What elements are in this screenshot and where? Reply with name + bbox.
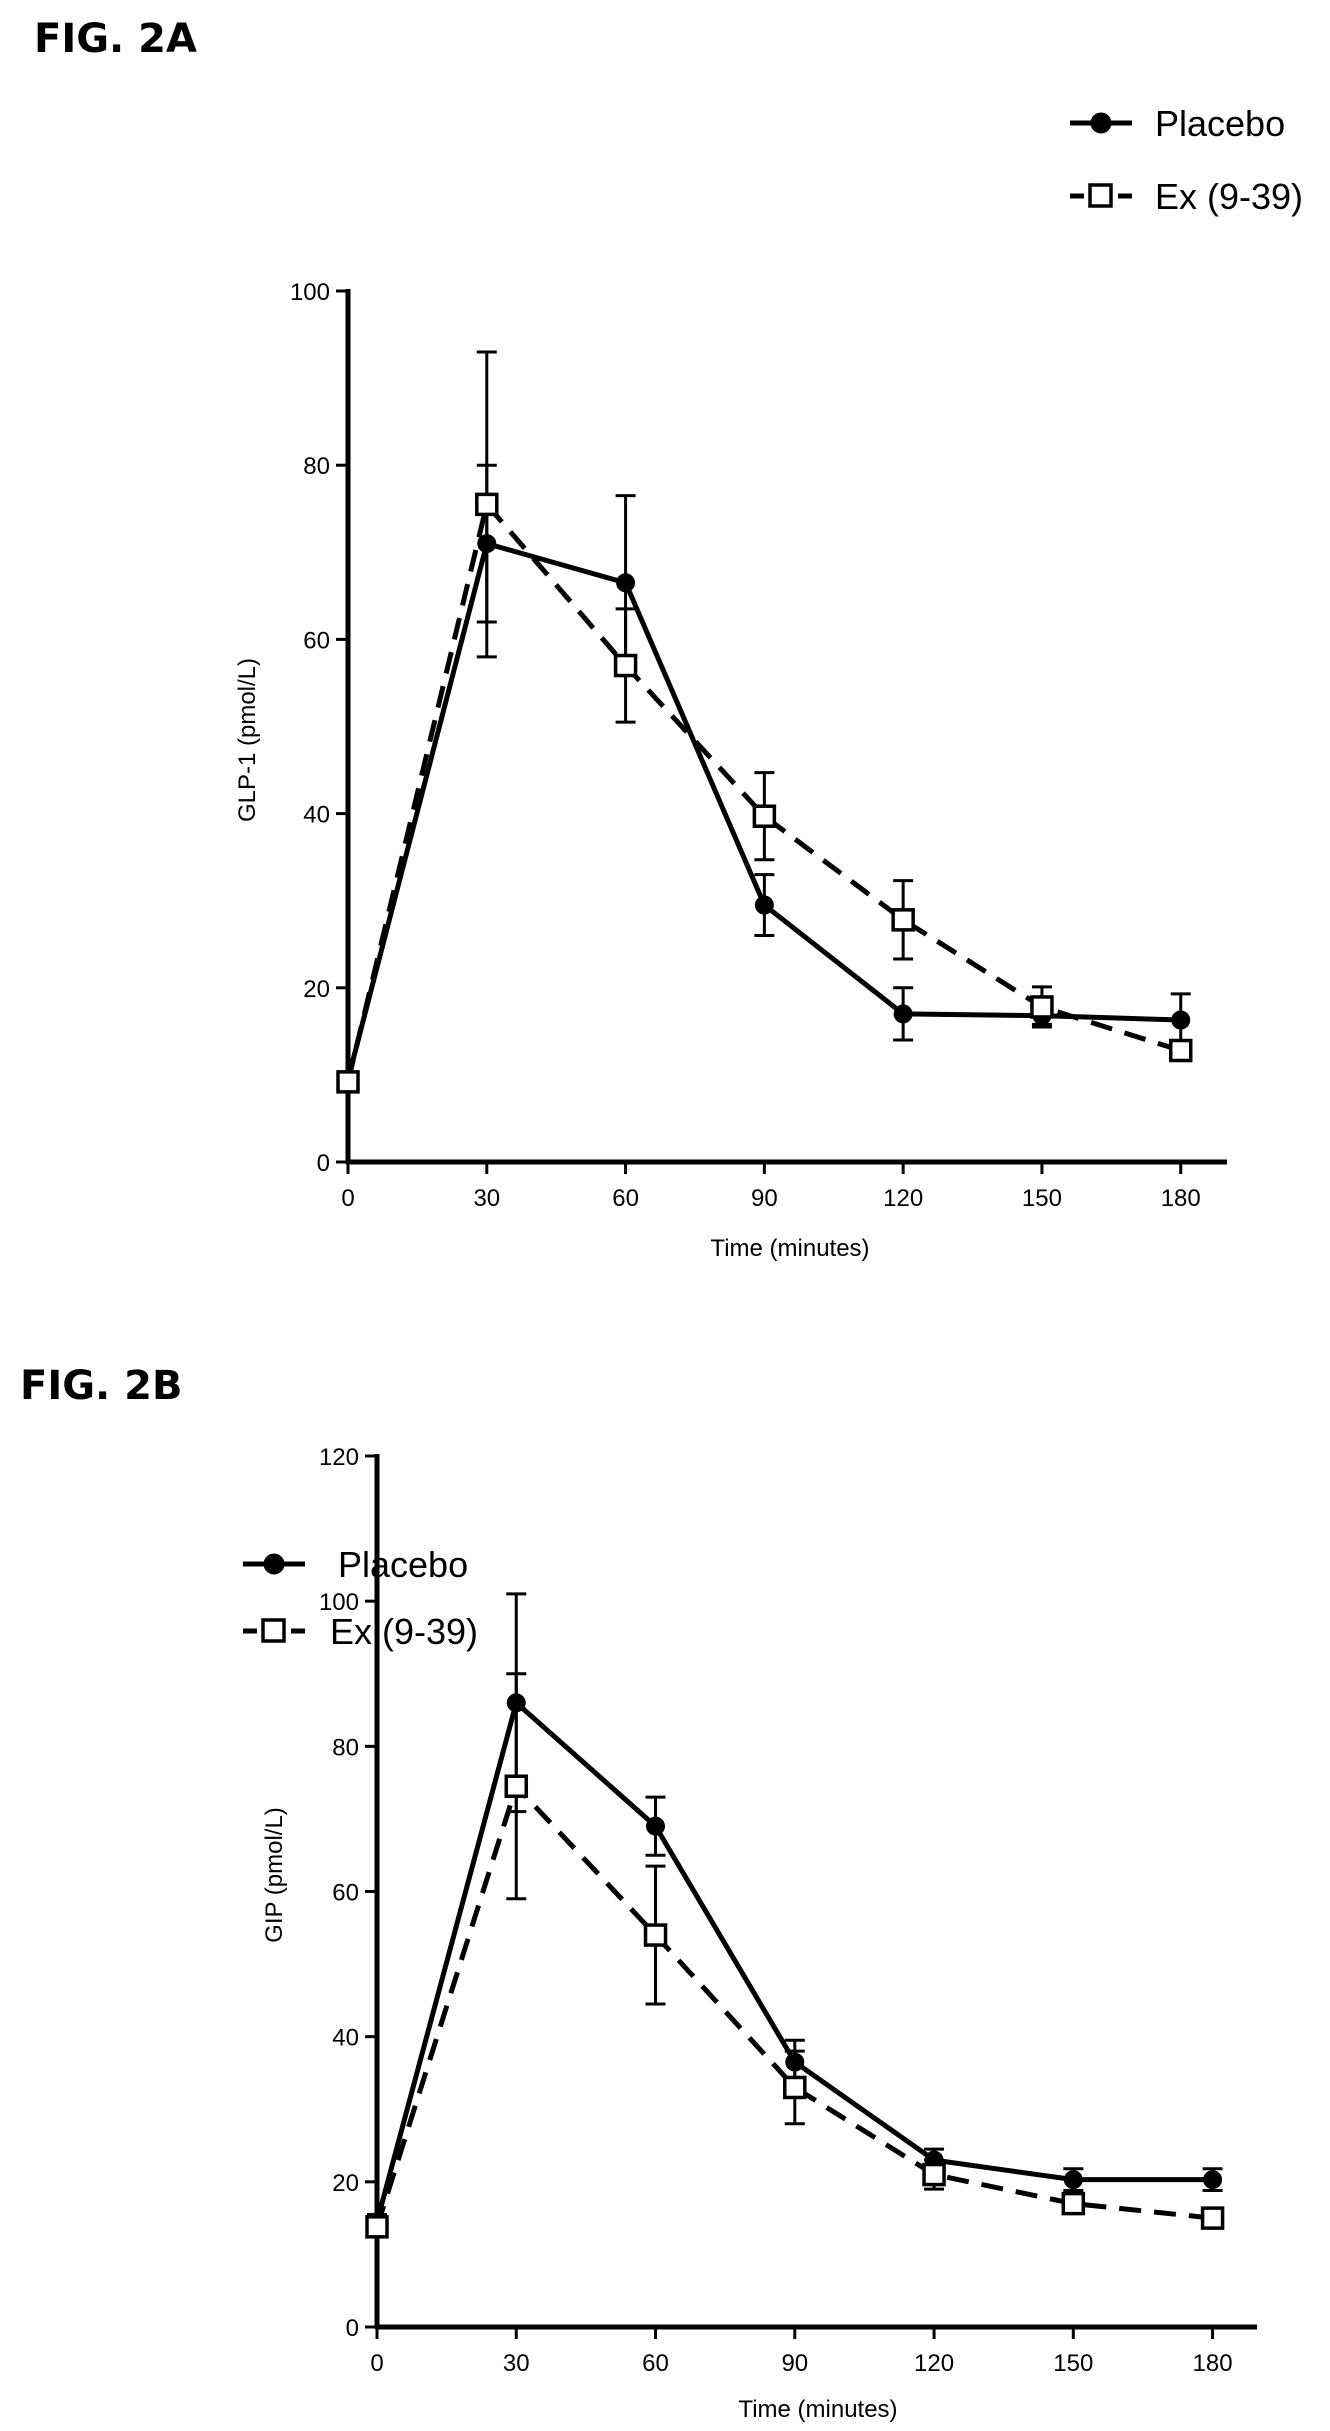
legend-item-ex-9-39: Ex (9-39) xyxy=(1070,176,1303,217)
x-axis-title: Time (minutes) xyxy=(738,2396,897,2423)
data-point xyxy=(646,1816,666,1836)
y-tick-label: 80 xyxy=(332,1734,359,1761)
figure-a-label: FIG. 2A xyxy=(34,16,197,62)
legend-item-placebo: Placebo xyxy=(243,1544,468,1585)
y-tick-label: 60 xyxy=(303,627,330,654)
x-tick-label: 90 xyxy=(781,2350,808,2377)
data-point xyxy=(475,492,499,517)
figure-b-label: FIG. 2B xyxy=(20,1363,183,1409)
data-point xyxy=(922,2162,946,2187)
x-tick-label: 90 xyxy=(751,1185,778,1212)
series-line-placebo xyxy=(374,1698,1213,2223)
y-axis-title: GIP (pmol/L) xyxy=(261,1807,288,1943)
plot-area xyxy=(336,350,1193,1094)
data-point xyxy=(783,2075,807,2100)
x-tick-label: 0 xyxy=(370,2350,383,2377)
y-axis-title: GLP-1 (pmol/L) xyxy=(234,658,261,822)
legend-label-ex-9-39: Ex (9-39) xyxy=(330,1611,478,1652)
legend-label-placebo: Placebo xyxy=(1155,103,1285,144)
series-placebo xyxy=(367,1592,1223,2232)
x-tick-label: 180 xyxy=(1161,1185,1201,1212)
gip-line-chart: Placebo Ex (9-39) Time (minutes) GIP (pm… xyxy=(243,1444,1257,2423)
data-point xyxy=(1171,1010,1191,1030)
data-point xyxy=(643,1923,668,1947)
x-axis-title: Time (minutes) xyxy=(710,1235,869,1262)
series-ex-9-39 xyxy=(336,350,1193,1094)
legend-marker-placebo xyxy=(263,1553,285,1575)
y-tick-label: 80 xyxy=(303,453,330,480)
plot-area xyxy=(365,1592,1225,2239)
data-point xyxy=(365,2215,389,2239)
data-point xyxy=(752,804,777,828)
x-tick-label: 30 xyxy=(503,2350,530,2377)
axes: 0 20 40 60 80 100 120 0 30 60 90 120 150 180 xyxy=(319,1444,1257,2377)
x-tick-label: 60 xyxy=(612,1185,639,1212)
axes: 0 20 40 60 80 100 0 30 60 90 120 150 180 xyxy=(290,279,1227,1212)
x-tick-label: 0 xyxy=(341,1185,354,1212)
legend-label-placebo: Placebo xyxy=(338,1544,468,1585)
x-tick-label: 30 xyxy=(473,1185,500,1212)
data-point xyxy=(613,653,638,678)
glp1-line-chart: Placebo Ex (9-39) Time (minutes) GLP-1 (… xyxy=(234,103,1303,1262)
data-point xyxy=(893,1004,913,1024)
data-point xyxy=(1030,995,1054,1019)
y-tick-label: 100 xyxy=(290,279,330,306)
series-line-ex-9-39 xyxy=(374,1781,1213,2228)
data-point xyxy=(1063,2170,1083,2190)
y-tick-label: 60 xyxy=(332,1880,359,1907)
legend: Placebo Ex (9-39) xyxy=(243,1544,478,1652)
series-ex-9-39 xyxy=(365,1672,1225,2239)
x-tick-label: 180 xyxy=(1193,2350,1233,2377)
legend-marker-ex-9-39 xyxy=(261,1618,286,1643)
legend-label-ex-9-39: Ex (9-39) xyxy=(1155,176,1303,217)
y-tick-label: 20 xyxy=(303,976,330,1003)
x-tick-label: 60 xyxy=(642,2350,669,2377)
x-tick-label: 150 xyxy=(1053,2350,1093,2377)
legend-marker-placebo xyxy=(1090,112,1112,134)
y-tick-label: 40 xyxy=(332,2025,359,2052)
y-tick-label: 0 xyxy=(346,2315,359,2342)
data-point xyxy=(504,1774,529,1799)
data-point xyxy=(891,908,915,932)
y-tick-label: 40 xyxy=(303,802,330,829)
data-point xyxy=(1200,2206,1225,2230)
x-tick-label: 150 xyxy=(1022,1185,1062,1212)
data-point xyxy=(1061,2191,1086,2216)
data-point xyxy=(616,573,636,593)
x-tick-label: 120 xyxy=(914,2350,954,2377)
data-point xyxy=(1168,1038,1193,1063)
y-tick-label: 20 xyxy=(332,2170,359,2197)
y-tick-label: 100 xyxy=(319,1589,359,1616)
legend-item-placebo: Placebo xyxy=(1070,103,1285,144)
x-tick-label: 120 xyxy=(883,1185,923,1212)
legend-item-ex-9-39: Ex (9-39) xyxy=(243,1611,478,1652)
data-point xyxy=(336,1070,360,1094)
legend: Placebo Ex (9-39) xyxy=(1070,103,1303,217)
legend-marker-ex-9-39 xyxy=(1088,183,1113,208)
y-tick-label: 0 xyxy=(317,1150,330,1177)
y-tick-label: 120 xyxy=(319,1444,359,1471)
data-point xyxy=(754,895,774,915)
data-point xyxy=(1203,2170,1223,2190)
